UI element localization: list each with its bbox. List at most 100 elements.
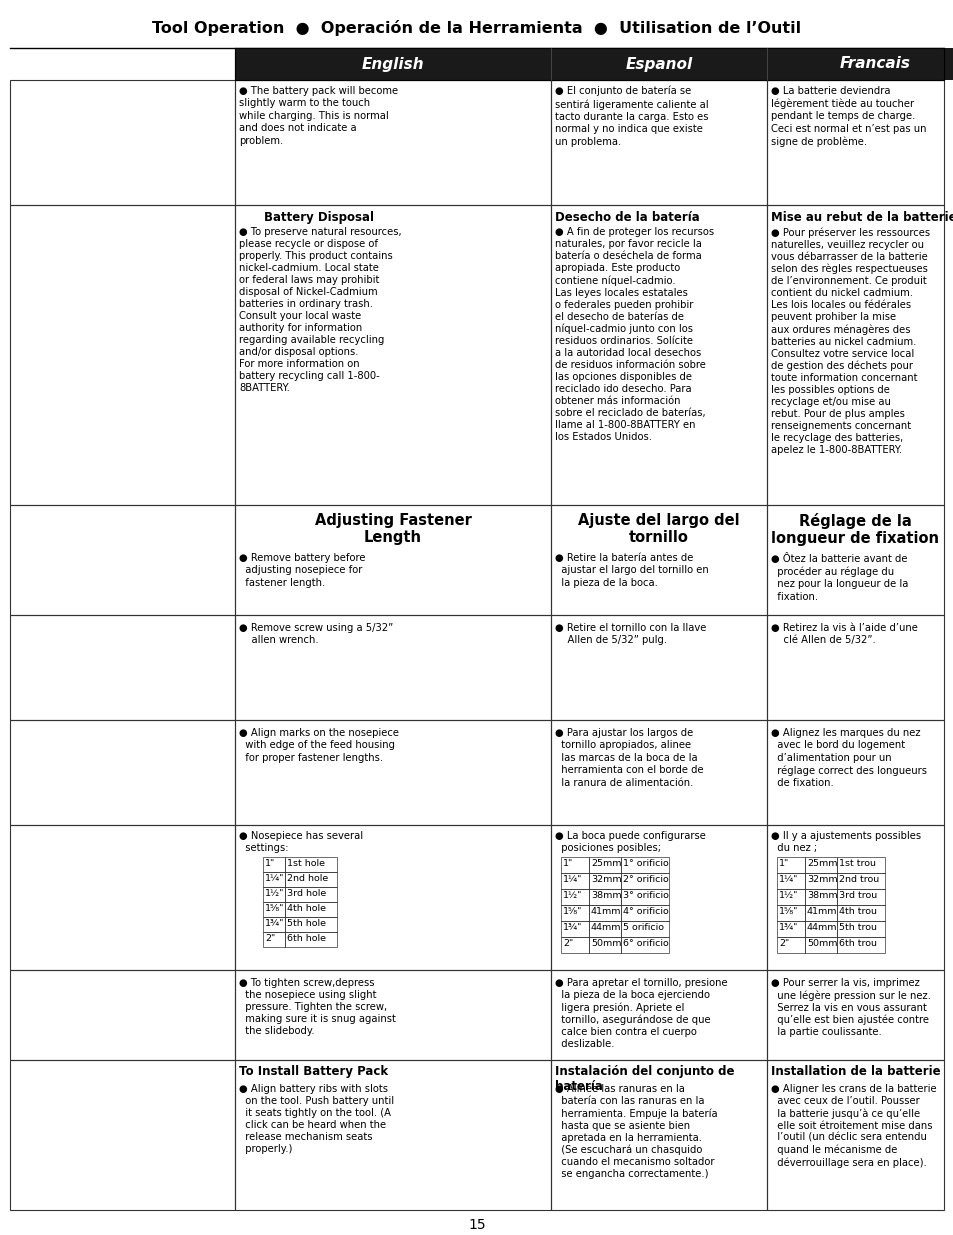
Bar: [263, 872, 285, 887]
Bar: [620, 937, 668, 953]
Text: ● Alignez les marques du nez
  avec le bord du logement
  d’alimentation pour un: ● Alignez les marques du nez avec le bor…: [770, 727, 926, 788]
Text: 6th trou: 6th trou: [838, 939, 876, 948]
Text: 44mm: 44mm: [806, 923, 837, 932]
Text: Instalación del conjunto de
batería: Instalación del conjunto de batería: [555, 1065, 734, 1093]
Text: 32mm: 32mm: [806, 876, 837, 884]
Bar: [560, 921, 588, 937]
Text: 1⁵⁄₈": 1⁵⁄₈": [265, 904, 284, 913]
Text: ● Retire la batería antes de
  ajustar el largo del tornillo en
  la pieza de la: ● Retire la batería antes de ajustar el …: [555, 553, 708, 588]
Text: 1¾": 1¾": [779, 923, 798, 932]
Text: ● Il y a ajustements possibles
  du nez ;: ● Il y a ajustements possibles du nez ;: [770, 831, 921, 853]
Text: 4° orificio: 4° orificio: [622, 906, 668, 916]
Bar: [10, 205, 234, 505]
Text: 1": 1": [779, 860, 788, 868]
Bar: [588, 873, 620, 889]
Bar: [285, 872, 336, 887]
Bar: [776, 921, 804, 937]
Text: 5th trou: 5th trou: [838, 923, 876, 932]
Text: 1° orificio: 1° orificio: [622, 860, 668, 868]
Bar: [836, 889, 884, 905]
Text: 38mm: 38mm: [806, 890, 837, 900]
Text: 3rd hole: 3rd hole: [287, 889, 326, 898]
Bar: [10, 825, 234, 969]
Text: Installation de la batterie: Installation de la batterie: [770, 1065, 940, 1078]
Text: 15: 15: [468, 1218, 485, 1233]
Text: 3° orificio: 3° orificio: [622, 890, 668, 900]
Bar: [620, 857, 668, 873]
Text: 4th hole: 4th hole: [287, 904, 326, 913]
Text: ● La boca puede configurarse
  posiciones posibles;: ● La boca puede configurarse posiciones …: [555, 831, 705, 853]
Text: 50mm: 50mm: [590, 939, 620, 948]
Text: ● La batterie deviendra
légèrement tiède au toucher
pendant le temps de charge.
: ● La batterie deviendra légèrement tiède…: [770, 86, 925, 147]
Text: 1st trou: 1st trou: [838, 860, 875, 868]
Text: 1¾": 1¾": [265, 919, 284, 927]
Bar: [285, 887, 336, 902]
Bar: [551, 1060, 766, 1210]
Bar: [560, 857, 588, 873]
Text: 2": 2": [562, 939, 573, 948]
Bar: [588, 937, 620, 953]
Bar: [804, 889, 836, 905]
Text: Desecho de la batería: Desecho de la batería: [555, 211, 699, 224]
Text: ● Remove battery before
  adjusting nosepiece for
  fastener length.: ● Remove battery before adjusting nosepi…: [239, 553, 365, 588]
Text: Francais: Francais: [839, 57, 909, 72]
Text: Tool Operation  ●  Operación de la Herramienta  ●  Utilisation de l’Outil: Tool Operation ● Operación de la Herrami…: [152, 20, 801, 36]
Bar: [588, 921, 620, 937]
Text: Réglage de la
longueur de fixation: Réglage de la longueur de fixation: [771, 513, 939, 546]
Bar: [560, 873, 588, 889]
Text: 41mm: 41mm: [806, 906, 837, 916]
Bar: [551, 505, 766, 615]
Text: ● To tighten screw,depress
  the nosepiece using slight
  pressure. Tighten the : ● To tighten screw,depress the nosepiece…: [239, 978, 395, 1036]
Bar: [234, 205, 551, 505]
Bar: [804, 937, 836, 953]
Text: 44mm: 44mm: [590, 923, 620, 932]
Bar: [234, 48, 953, 80]
Text: 25mm: 25mm: [590, 860, 620, 868]
Text: To Install Battery Pack: To Install Battery Pack: [239, 1065, 388, 1078]
Text: ● Align battery ribs with slots
  on the tool. Push battery until
  it seats tig: ● Align battery ribs with slots on the t…: [239, 1084, 394, 1153]
Text: ● Para apretar el tornillo, presione
  la pieza de la boca ejerciendo
  ligera p: ● Para apretar el tornillo, presione la …: [555, 978, 727, 1050]
Bar: [234, 720, 551, 825]
Text: 1¾": 1¾": [562, 923, 581, 932]
Bar: [551, 969, 766, 1060]
Bar: [234, 505, 551, 615]
Bar: [263, 857, 285, 872]
Bar: [836, 905, 884, 921]
Bar: [234, 615, 551, 720]
Bar: [551, 80, 766, 205]
Bar: [263, 887, 285, 902]
Bar: [10, 720, 234, 825]
Bar: [836, 921, 884, 937]
Text: 5th hole: 5th hole: [287, 919, 326, 927]
Text: 1": 1": [562, 860, 573, 868]
Text: 1⁵⁄₈": 1⁵⁄₈": [779, 906, 798, 916]
Bar: [620, 873, 668, 889]
Text: ● Alinee las ranuras en la
  batería con las ranuras en la
  herramienta. Empuje: ● Alinee las ranuras en la batería con l…: [555, 1084, 717, 1179]
Text: Battery Disposal: Battery Disposal: [264, 211, 374, 224]
Bar: [776, 873, 804, 889]
Bar: [836, 873, 884, 889]
Text: Mise au rebut de la batterie: Mise au rebut de la batterie: [770, 211, 953, 224]
Bar: [10, 615, 234, 720]
Text: ● Align marks on the nosepiece
  with edge of the feed housing
  for proper fast: ● Align marks on the nosepiece with edge…: [239, 727, 398, 763]
Bar: [551, 720, 766, 825]
Bar: [234, 80, 551, 205]
Bar: [776, 857, 804, 873]
Text: 2": 2": [265, 934, 275, 944]
Bar: [263, 918, 285, 932]
Text: 1¼": 1¼": [265, 874, 284, 883]
Text: ● Pour serrer la vis, imprimez
  une légère pression sur le nez.
  Serrez la vis: ● Pour serrer la vis, imprimez une légèr…: [770, 978, 930, 1037]
Text: 1st hole: 1st hole: [287, 860, 325, 868]
Text: 4th trou: 4th trou: [838, 906, 876, 916]
Bar: [766, 720, 943, 825]
Bar: [285, 932, 336, 947]
Text: ● Retire el tornillo con la llave
    Allen de 5/32” pulg.: ● Retire el tornillo con la llave Allen …: [555, 622, 705, 646]
Bar: [804, 873, 836, 889]
Text: 1¼": 1¼": [779, 876, 798, 884]
Bar: [551, 615, 766, 720]
Bar: [10, 969, 234, 1060]
Bar: [263, 932, 285, 947]
Text: 32mm: 32mm: [590, 876, 621, 884]
Text: Adjusting Fastener
Length: Adjusting Fastener Length: [314, 513, 471, 546]
Bar: [560, 905, 588, 921]
